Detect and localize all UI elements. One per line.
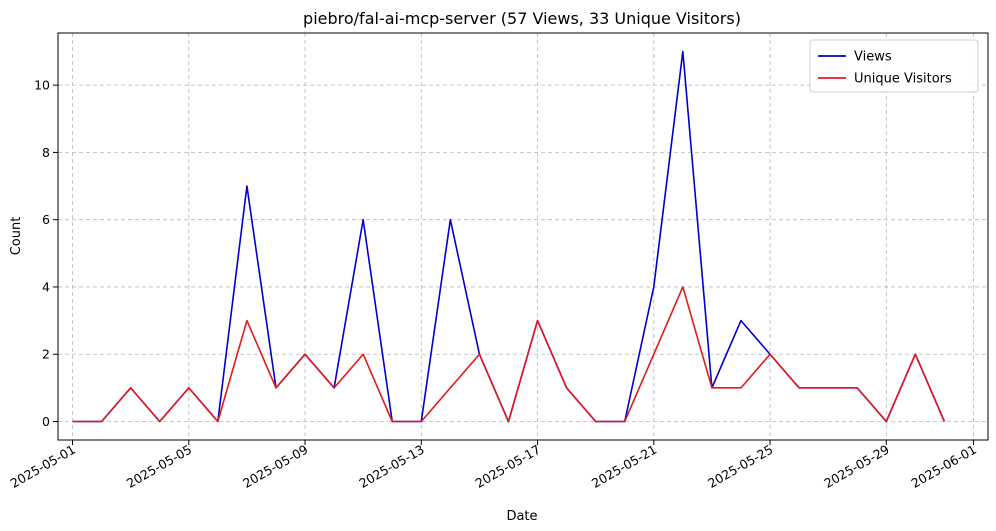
series-lines [72,50,946,423]
x-tick-label: 2025-06-01 [909,442,979,491]
x-tick-label: 2025-05-29 [821,442,891,491]
legend-label: Views [854,50,892,65]
x-tick-label: 2025-05-01 [8,442,78,491]
axis-ticks: 2025-05-01 2025-05-05 2025-05-09 2025-05-13… [8,78,979,491]
y-axis-label: Count [9,217,24,256]
x-tick-label: 2025-05-09 [240,442,310,491]
y-tick-label: 0 [42,414,50,429]
series-line-unique-visitors [72,286,946,423]
x-axis-label: Date [506,509,537,524]
y-tick-label: 2 [42,347,50,362]
plot-area-frame [57,32,989,441]
chart-title: piebro/fal-ai-mcp-server (57 Views, 33 U… [303,9,741,28]
y-tick-label: 6 [42,212,50,227]
legend-label: Unique Visitors [854,72,952,87]
x-tick-label: 2025-05-25 [705,442,775,491]
x-tick-label: 2025-05-13 [356,442,426,491]
y-tick-label: 10 [34,78,50,93]
x-tick-label: 2025-05-21 [589,442,659,491]
legend: Views Unique Visitors [809,39,979,93]
x-tick-label: 2025-05-05 [124,442,194,491]
series-line-views [72,50,946,423]
grid [58,33,988,440]
y-tick-label: 8 [42,145,50,160]
y-tick-label: 4 [42,279,50,294]
legend-box [809,39,979,93]
x-tick-label: 2025-05-17 [473,442,543,491]
